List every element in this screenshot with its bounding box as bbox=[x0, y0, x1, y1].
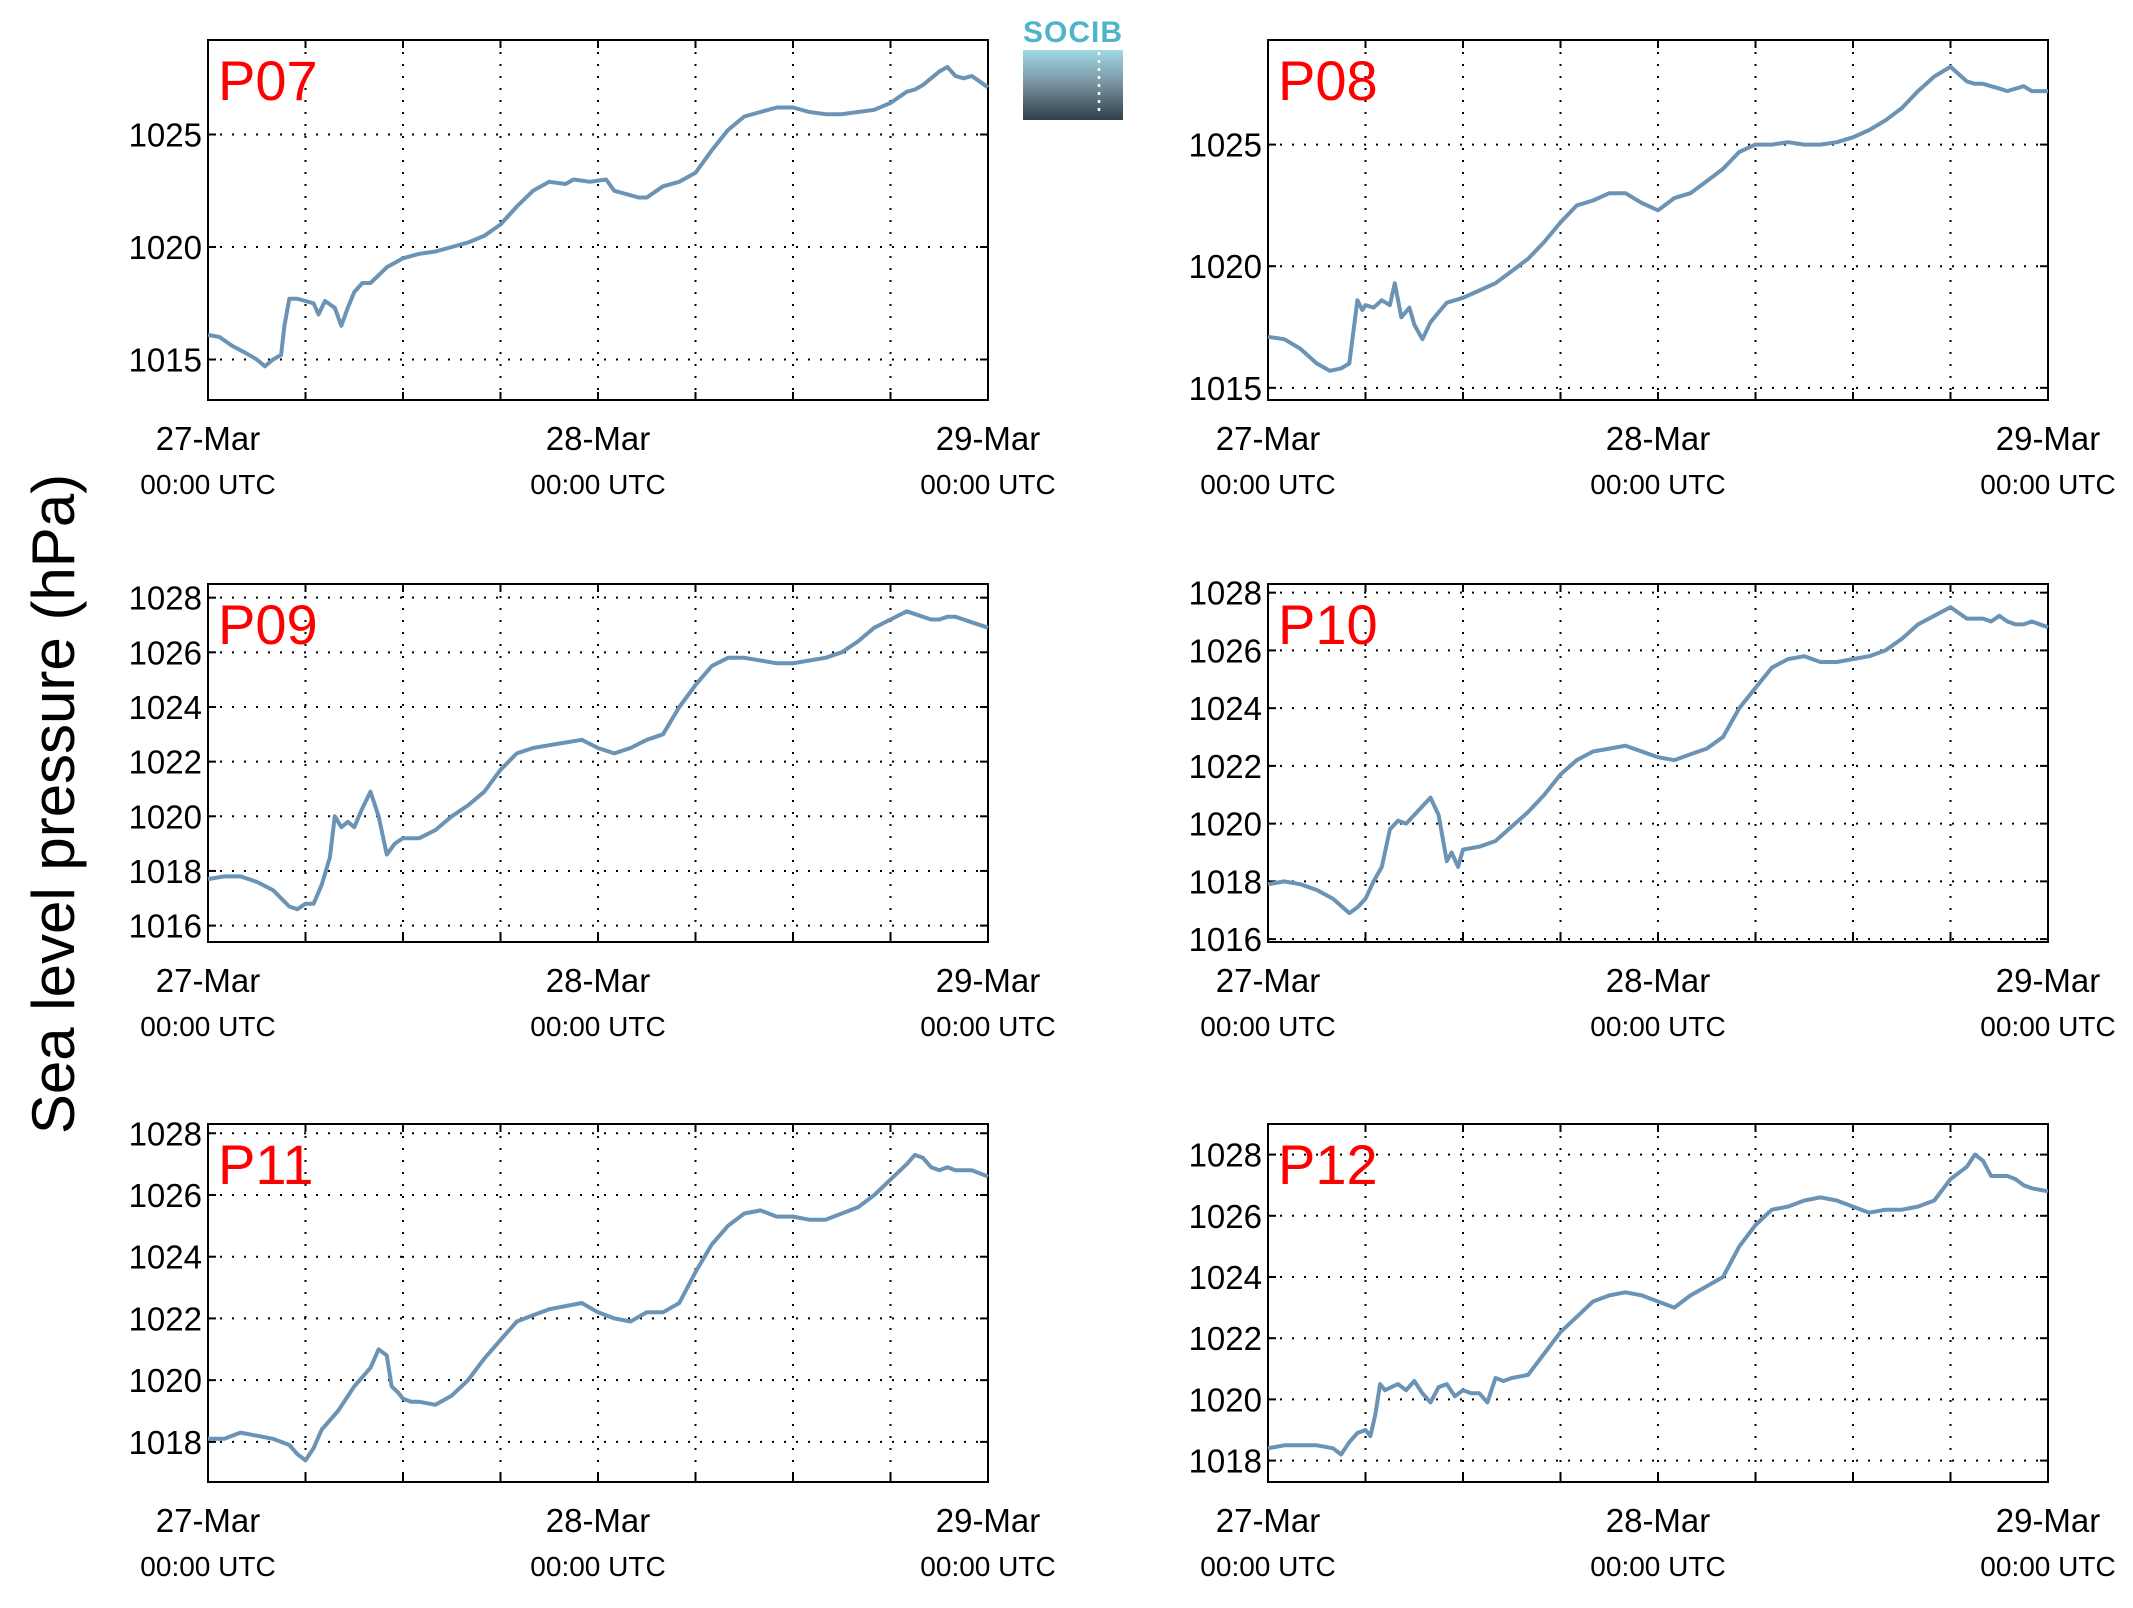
x-tick-sublabel: 00:00 UTC bbox=[1590, 469, 1725, 500]
x-tick-label: 29-Mar bbox=[936, 962, 1041, 999]
y-tick-label: 1020 bbox=[129, 798, 202, 835]
y-tick-label: 1018 bbox=[1189, 863, 1262, 900]
pressure-series-line bbox=[208, 1152, 989, 1463]
y-axis-title: Sea level pressure (hPa) bbox=[20, 474, 87, 1134]
x-tick-sublabel: 00:00 UTC bbox=[1590, 1551, 1725, 1582]
x-tick-label: 29-Mar bbox=[936, 420, 1041, 457]
y-tick-label: 1026 bbox=[1189, 1198, 1262, 1235]
x-tick-label: 27-Mar bbox=[1216, 962, 1321, 999]
x-tick-label: 27-Mar bbox=[156, 420, 261, 457]
y-tick-label: 1028 bbox=[1189, 1137, 1262, 1174]
y-tick-label: 1018 bbox=[129, 1424, 202, 1461]
x-tick-sublabel: 00:00 UTC bbox=[530, 469, 665, 500]
logo-block bbox=[1023, 50, 1123, 120]
y-tick-label: 1026 bbox=[129, 1177, 202, 1214]
y-tick-label: 1016 bbox=[129, 908, 202, 945]
panel-label: P08 bbox=[1278, 49, 1378, 112]
x-tick-label: 27-Mar bbox=[1216, 420, 1321, 457]
panel-p10: 1016 1018 1020 1022 1024 1026 1028 27-Mar 00:00 … bbox=[1189, 575, 2116, 1042]
panel-label: P10 bbox=[1278, 593, 1378, 656]
panels: 1015 1020 1025 27-Mar 00:00 UTC 28-Mar 00:00 U… bbox=[129, 39, 2116, 1582]
x-tick-sublabel: 00:00 UTC bbox=[530, 1551, 665, 1582]
y-tick-label: 1015 bbox=[1189, 370, 1262, 407]
axes-frame bbox=[207, 583, 989, 943]
y-tick-label: 1018 bbox=[1189, 1443, 1262, 1480]
x-tick-label: 27-Mar bbox=[156, 1502, 261, 1539]
panel-label: P11 bbox=[218, 1133, 313, 1196]
x-tick-sublabel: 00:00 UTC bbox=[920, 1551, 1055, 1582]
x-tick-sublabel: 00:00 UTC bbox=[1200, 1551, 1335, 1582]
x-tick-label: 29-Mar bbox=[1996, 962, 2101, 999]
panel-label: P07 bbox=[218, 49, 318, 112]
panel-label: P12 bbox=[1278, 1133, 1378, 1196]
x-tick-label: 27-Mar bbox=[156, 962, 261, 999]
x-tick-sublabel: 00:00 UTC bbox=[1980, 1551, 2115, 1582]
y-tick-label: 1020 bbox=[129, 229, 202, 266]
x-tick-label: 28-Mar bbox=[546, 962, 651, 999]
y-tick-label: 1028 bbox=[1189, 575, 1262, 612]
panel-p11: 1018 1020 1022 1024 1026 1028 27-Mar 00:00 UTC 2… bbox=[129, 1115, 1056, 1582]
x-tick-label: 29-Mar bbox=[1996, 1502, 2101, 1539]
y-tick-label: 1022 bbox=[129, 1300, 202, 1337]
pressure-series-line bbox=[207, 609, 989, 912]
x-tick-sublabel: 00:00 UTC bbox=[140, 1551, 275, 1582]
x-tick-sublabel: 00:00 UTC bbox=[140, 1011, 275, 1042]
y-tick-label: 1015 bbox=[129, 342, 202, 379]
y-tick-label: 1018 bbox=[129, 853, 202, 890]
x-tick-sublabel: 00:00 UTC bbox=[1980, 469, 2115, 500]
axes-frame bbox=[1267, 583, 2049, 943]
pressure-series-line bbox=[1267, 605, 2049, 916]
y-tick-label: 1026 bbox=[129, 634, 202, 671]
x-tick-sublabel: 00:00 UTC bbox=[1590, 1011, 1725, 1042]
x-tick-sublabel: 00:00 UTC bbox=[920, 1011, 1055, 1042]
pressure-series-line bbox=[207, 65, 990, 369]
x-tick-sublabel: 00:00 UTC bbox=[920, 469, 1055, 500]
y-tick-label: 1028 bbox=[129, 1115, 202, 1152]
y-tick-label: 1025 bbox=[129, 117, 202, 154]
x-tick-label: 28-Mar bbox=[546, 1502, 651, 1539]
y-tick-label: 1026 bbox=[1189, 632, 1262, 669]
y-tick-label: 1020 bbox=[1189, 1381, 1262, 1418]
x-tick-label: 28-Mar bbox=[546, 420, 651, 457]
panel-p08: 1015 1020 1025 27-Mar 00:00 UTC 28-Mar 00:00 U… bbox=[1189, 39, 2116, 500]
y-tick-label: 1024 bbox=[129, 689, 202, 726]
pressure-series-line bbox=[1267, 1152, 2049, 1457]
logo-text: SOCIB bbox=[1023, 16, 1123, 49]
x-tick-label: 29-Mar bbox=[936, 1502, 1041, 1539]
x-tick-label: 29-Mar bbox=[1996, 420, 2101, 457]
x-tick-sublabel: 00:00 UTC bbox=[1980, 1011, 2115, 1042]
panel-label: P09 bbox=[218, 593, 318, 656]
y-tick-label: 1028 bbox=[129, 580, 202, 617]
x-tick-sublabel: 00:00 UTC bbox=[1200, 1011, 1335, 1042]
y-tick-label: 1020 bbox=[1189, 806, 1262, 843]
x-tick-sublabel: 00:00 UTC bbox=[530, 1011, 665, 1042]
socib-logo: SOCIB bbox=[1023, 16, 1123, 120]
x-tick-sublabel: 00:00 UTC bbox=[140, 469, 275, 500]
y-tick-label: 1025 bbox=[1189, 127, 1262, 164]
x-tick-sublabel: 00:00 UTC bbox=[1200, 469, 1335, 500]
x-tick-label: 28-Mar bbox=[1606, 962, 1711, 999]
panel-p12: 1018 1020 1022 1024 1026 1028 27-Mar 00:00 UTC 2… bbox=[1189, 1123, 2116, 1582]
y-tick-label: 1022 bbox=[129, 744, 202, 781]
y-tick-label: 1024 bbox=[1189, 1259, 1262, 1296]
x-tick-label: 27-Mar bbox=[1216, 1502, 1321, 1539]
y-tick-label: 1020 bbox=[129, 1362, 202, 1399]
y-tick-label: 1022 bbox=[1189, 748, 1262, 785]
y-tick-label: 1024 bbox=[129, 1239, 202, 1276]
panel-p07: 1015 1020 1025 27-Mar 00:00 UTC 28-Mar 00:00 U… bbox=[129, 39, 1056, 500]
y-tick-label: 1024 bbox=[1189, 690, 1262, 727]
pressure-series-line bbox=[1267, 64, 2048, 373]
y-tick-label: 1020 bbox=[1189, 248, 1262, 285]
x-tick-label: 28-Mar bbox=[1606, 420, 1711, 457]
y-tick-label: 1016 bbox=[1189, 921, 1262, 958]
y-tick-label: 1022 bbox=[1189, 1320, 1262, 1357]
x-tick-label: 28-Mar bbox=[1606, 1502, 1711, 1539]
panel-p09: 1016 1018 1020 1022 1024 1026 1028 27-Mar 00:00 … bbox=[129, 580, 1056, 1042]
